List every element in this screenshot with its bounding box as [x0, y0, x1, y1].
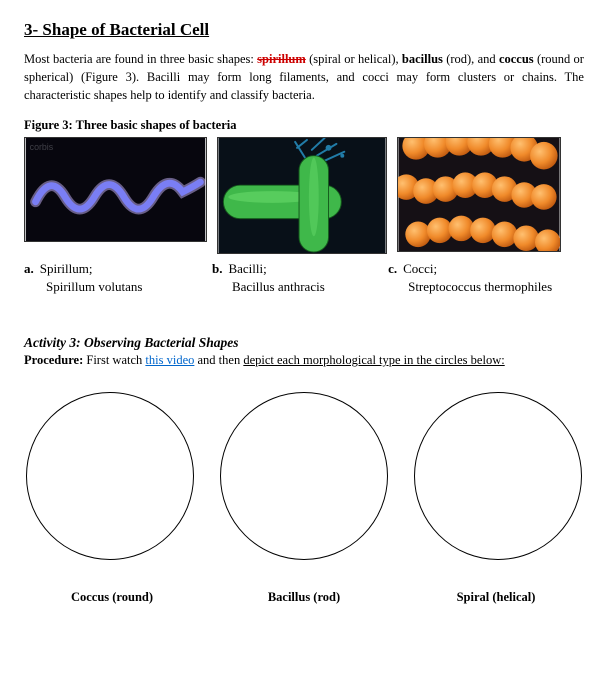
- video-link[interactable]: this video: [145, 353, 194, 367]
- intro-bacillus-note: (rod), and: [443, 52, 499, 66]
- figure-image-bacilli: [217, 137, 387, 254]
- intro-spiral-note: (spiral or helical),: [306, 52, 402, 66]
- procedure-label: Procedure:: [24, 353, 83, 367]
- spirillum-strikethrough: spirillum: [257, 52, 306, 66]
- label-c-line1: Cocci;: [403, 261, 437, 276]
- intro-paragraph: Most bacteria are found in three basic s…: [24, 50, 584, 104]
- procedure-mid: and then: [194, 353, 243, 367]
- figure-caption: Figure 3: Three basic shapes of bacteria: [24, 118, 584, 133]
- figure-image-spirillum: corbis: [24, 137, 207, 242]
- procedure-pre: First watch: [83, 353, 145, 367]
- circle-label-bacillus: Bacillus (rod): [220, 590, 388, 605]
- label-c-line2: Streptococcus thermophiles: [388, 278, 584, 296]
- figure-row: corbis: [24, 137, 584, 254]
- label-col-b: b.Bacilli; Bacillus anthracis: [212, 260, 388, 295]
- figure-image-cocci: [397, 137, 561, 252]
- label-col-c: c.Cocci; Streptococcus thermophiles: [388, 260, 584, 295]
- intro-pre: Most bacteria are found in three basic s…: [24, 52, 257, 66]
- label-col-a: a.Spirillum; Spirillum volutans: [24, 260, 212, 295]
- label-c-letter: c.: [388, 261, 403, 276]
- circle-coccus: [26, 392, 194, 560]
- circles-row: [24, 392, 584, 560]
- label-a-line2: Spirillum volutans: [24, 278, 212, 296]
- circle-bacillus: [220, 392, 388, 560]
- label-a-letter: a.: [24, 261, 40, 276]
- label-b-line2: Bacillus anthracis: [212, 278, 388, 296]
- section-heading: 3- Shape of Bacterial Cell: [24, 20, 584, 40]
- svg-text:corbis: corbis: [30, 142, 54, 152]
- circle-label-coccus: Coccus (round): [28, 590, 196, 605]
- label-b-letter: b.: [212, 261, 228, 276]
- circle-label-spiral: Spiral (helical): [412, 590, 580, 605]
- coccus-bold: coccus: [499, 52, 534, 66]
- activity-title: Activity 3: Observing Bacterial Shapes: [24, 335, 584, 351]
- label-b-line1: Bacilli;: [228, 261, 266, 276]
- procedure-line: Procedure: First watch this video and th…: [24, 353, 584, 368]
- label-a-line1: Spirillum;: [40, 261, 93, 276]
- figure-labels-row: a.Spirillum; Spirillum volutans b.Bacill…: [24, 260, 584, 295]
- bacillus-bold: bacillus: [402, 52, 443, 66]
- circle-spiral: [414, 392, 582, 560]
- circle-labels-row: Coccus (round) Bacillus (rod) Spiral (he…: [24, 590, 584, 605]
- procedure-rest: depict each morphological type in the ci…: [243, 353, 504, 367]
